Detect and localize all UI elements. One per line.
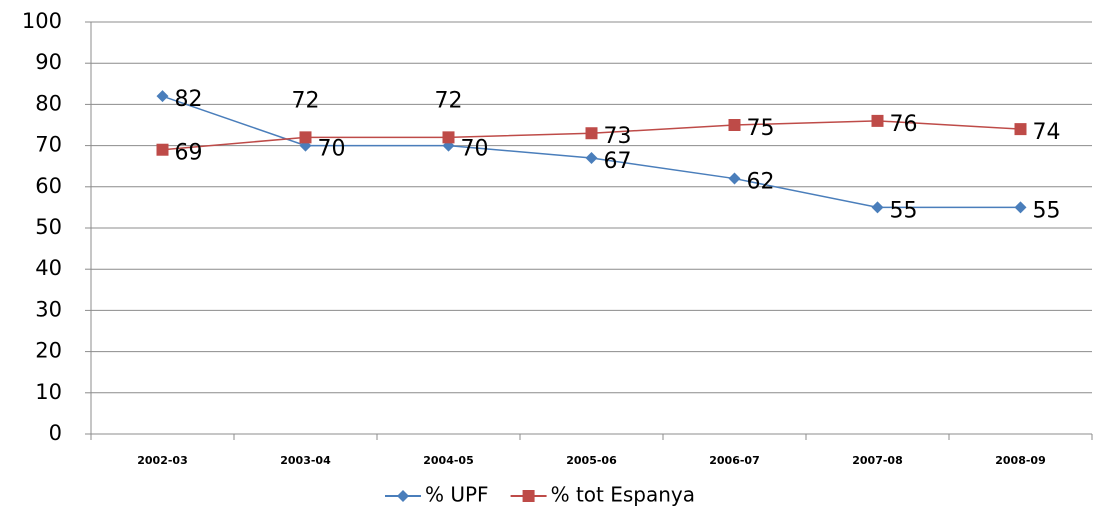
data-label: 74 — [1033, 120, 1061, 145]
data-label: 76 — [890, 112, 918, 137]
y-tick-label: 30 — [35, 297, 62, 321]
data-label: 62 — [747, 170, 775, 195]
legend-label: % UPF — [425, 483, 489, 507]
marker — [1014, 201, 1027, 214]
y-tick-label: 90 — [35, 50, 62, 74]
y-tick-label: 10 — [35, 380, 62, 404]
x-tick-label: 2006-07 — [709, 454, 760, 467]
data-label: 67 — [604, 149, 632, 174]
data-label: 69 — [175, 141, 203, 166]
marker — [522, 490, 535, 502]
marker — [1014, 123, 1027, 136]
x-tick-label: 2003-04 — [280, 454, 331, 467]
x-tick-label: 2004-05 — [423, 454, 474, 467]
data-label: 70 — [318, 137, 346, 162]
data-label: 73 — [604, 124, 632, 149]
data-label: 55 — [890, 198, 918, 223]
y-tick-label: 70 — [35, 133, 62, 157]
y-tick-label: 60 — [35, 174, 62, 198]
x-tick-label: 2005-06 — [566, 454, 617, 467]
y-tick-label: 100 — [22, 9, 62, 33]
marker — [871, 114, 884, 127]
data-label: 70 — [461, 137, 489, 162]
marker — [156, 143, 169, 156]
marker — [585, 127, 598, 140]
data-label: 72 — [292, 88, 320, 113]
x-tick-label: 2008-09 — [995, 454, 1046, 467]
y-tick-label: 40 — [35, 256, 62, 280]
x-tick-label: 2007-08 — [852, 454, 903, 467]
y-tick-label: 0 — [49, 421, 62, 445]
y-tick-label: 50 — [35, 215, 62, 239]
marker — [728, 119, 741, 131]
marker — [728, 172, 741, 185]
marker — [299, 131, 312, 144]
marker — [585, 151, 598, 164]
data-label: 55 — [1033, 198, 1061, 223]
x-tick-label: 2002-03 — [137, 454, 188, 467]
marker — [397, 490, 409, 502]
marker — [442, 131, 455, 144]
marker — [871, 201, 884, 214]
y-tick-label: 20 — [35, 339, 62, 363]
marker — [156, 90, 169, 103]
data-label: 75 — [747, 116, 775, 141]
y-tick-label: 80 — [35, 91, 62, 115]
data-label: 82 — [175, 87, 203, 112]
legend-label: % tot Espanya — [551, 483, 695, 507]
data-label: 72 — [435, 88, 463, 113]
